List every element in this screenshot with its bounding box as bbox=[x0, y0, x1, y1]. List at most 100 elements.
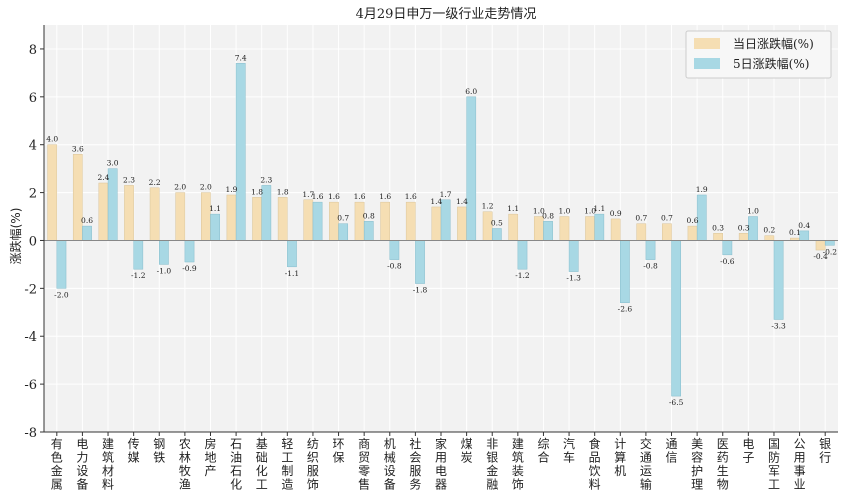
value-label-daily: 2.4 bbox=[97, 173, 109, 182]
bar-daily bbox=[354, 201, 365, 241]
value-label-daily: 1.4 bbox=[430, 197, 442, 206]
bar-5day bbox=[159, 240, 169, 265]
legend-label-5day: 5日涨跌幅(%) bbox=[733, 56, 809, 71]
bar-5day bbox=[671, 240, 681, 397]
x-tick-label: 银行 bbox=[819, 437, 831, 465]
bar-5day bbox=[620, 240, 630, 303]
x-tick-label: 传媒 bbox=[128, 436, 140, 465]
bar-daily bbox=[738, 233, 749, 241]
bar-daily bbox=[610, 218, 621, 241]
x-tick-label: 汽车 bbox=[563, 436, 575, 465]
value-label-5day: -0.8 bbox=[387, 262, 402, 271]
bar-5day bbox=[799, 230, 810, 241]
bar-daily bbox=[585, 216, 595, 241]
bar-5day bbox=[184, 240, 195, 263]
x-tick-label: 通信 bbox=[666, 437, 678, 465]
value-label-5day: -1.3 bbox=[566, 274, 581, 283]
bar-daily bbox=[713, 233, 723, 241]
x-tick-label: 计算机 bbox=[614, 437, 626, 478]
bar-5day bbox=[773, 240, 784, 320]
x-tick-label: 综合 bbox=[537, 437, 549, 465]
value-label-5day: 0.8 bbox=[542, 211, 554, 220]
value-label-daily: 1.9 bbox=[226, 185, 238, 194]
value-label-5day: -0.2 bbox=[823, 247, 838, 256]
value-label-daily: 1.8 bbox=[251, 187, 263, 196]
bar-daily bbox=[201, 192, 211, 241]
value-label-5day: -3.3 bbox=[771, 321, 786, 330]
bar-5day bbox=[312, 201, 323, 241]
x-tick-label: 社会服务 bbox=[409, 436, 421, 492]
value-label-5day: -2.0 bbox=[54, 290, 69, 299]
bar-daily bbox=[405, 201, 416, 241]
value-label-daily: 2.0 bbox=[200, 183, 212, 192]
bar-5day bbox=[107, 168, 118, 241]
bar-5day bbox=[491, 228, 502, 241]
bar-5day bbox=[824, 240, 835, 246]
bar-daily bbox=[226, 194, 237, 241]
bar-5day bbox=[594, 213, 605, 241]
value-label-5day: 1.1 bbox=[209, 204, 221, 213]
bar-daily bbox=[457, 206, 467, 241]
legend-swatch-5day bbox=[694, 58, 720, 69]
value-label-5day: 1.0 bbox=[747, 207, 759, 216]
bar-5day bbox=[210, 213, 220, 241]
value-label-daily: 1.6 bbox=[379, 192, 391, 201]
y-tick-label: -8 bbox=[24, 426, 37, 441]
y-axis-label: 涨跌幅(%) bbox=[8, 208, 23, 265]
x-tick-label: 电力设备 bbox=[76, 437, 88, 492]
value-label-5day: -0.9 bbox=[182, 264, 197, 273]
axes bbox=[40, 25, 838, 436]
value-label-daily: 0.3 bbox=[738, 223, 750, 232]
value-label-daily: 0.6 bbox=[687, 216, 699, 225]
value-label-daily: 1.2 bbox=[482, 202, 494, 211]
x-tick-label: 石油石化 bbox=[230, 437, 242, 492]
bar-daily bbox=[98, 182, 109, 241]
value-label-5day: 1.6 bbox=[312, 192, 324, 201]
value-label-5day: -0.8 bbox=[643, 262, 658, 271]
x-tick-label: 环保 bbox=[333, 437, 345, 465]
value-label-5day: -2.6 bbox=[618, 305, 633, 314]
bar-5day bbox=[568, 240, 579, 272]
value-label-daily: 2.3 bbox=[123, 175, 135, 184]
bar-daily bbox=[508, 213, 519, 241]
y-tick-label: -6 bbox=[24, 378, 37, 393]
x-tick-label: 交通运输 bbox=[640, 436, 652, 492]
value-label-5day: 1.9 bbox=[696, 185, 708, 194]
value-label-daily: 1.6 bbox=[405, 192, 417, 201]
value-label-daily: 1.6 bbox=[328, 192, 340, 201]
value-label-5day: -1.2 bbox=[515, 271, 530, 280]
x-tick-label: 电子 bbox=[742, 437, 754, 465]
bar-5day bbox=[696, 194, 707, 241]
value-label-daily: 1.0 bbox=[558, 207, 570, 216]
value-label-daily: 0.7 bbox=[635, 214, 647, 223]
value-label-daily: 1.4 bbox=[456, 197, 468, 206]
value-label-5day: 0.6 bbox=[81, 216, 93, 225]
x-tick-label: 建筑装饰 bbox=[512, 437, 524, 492]
y-tick-label: 0 bbox=[29, 234, 37, 249]
y-tick-label: -4 bbox=[24, 330, 37, 345]
legend-swatch-daily bbox=[694, 38, 720, 49]
value-label-5day: 6.0 bbox=[465, 87, 477, 96]
bar-daily bbox=[764, 235, 775, 241]
value-label-daily: 1.1 bbox=[507, 204, 519, 213]
bar-5day bbox=[56, 240, 67, 289]
x-tick-label: 房地产 bbox=[204, 436, 216, 478]
value-label-daily: 1.0 bbox=[533, 207, 545, 216]
value-label-5day: -1.8 bbox=[413, 286, 428, 295]
value-label-5day: 1.7 bbox=[440, 190, 452, 199]
bar-5day bbox=[543, 221, 553, 241]
value-label-daily: 2.2 bbox=[149, 178, 161, 187]
bar-daily bbox=[72, 154, 83, 241]
value-label-daily: 1.6 bbox=[354, 192, 366, 201]
legend-box bbox=[685, 30, 832, 79]
x-tick-label: 机械设备 bbox=[384, 437, 396, 492]
x-tick-label: 建筑材料 bbox=[102, 437, 114, 492]
y-tick-labels: -8 -6 -4 -2 0 2 4 6 8 bbox=[24, 43, 37, 441]
value-label-5day: -1.2 bbox=[131, 271, 146, 280]
legend: 当日涨跌幅(%) 5日涨跌幅(%) bbox=[685, 30, 832, 79]
bar-5day bbox=[466, 96, 477, 241]
value-label-daily: 3.6 bbox=[72, 144, 84, 153]
x-tick-label: 食品饮料 bbox=[589, 436, 601, 492]
x-tick-label: 国防军工 bbox=[768, 437, 780, 492]
